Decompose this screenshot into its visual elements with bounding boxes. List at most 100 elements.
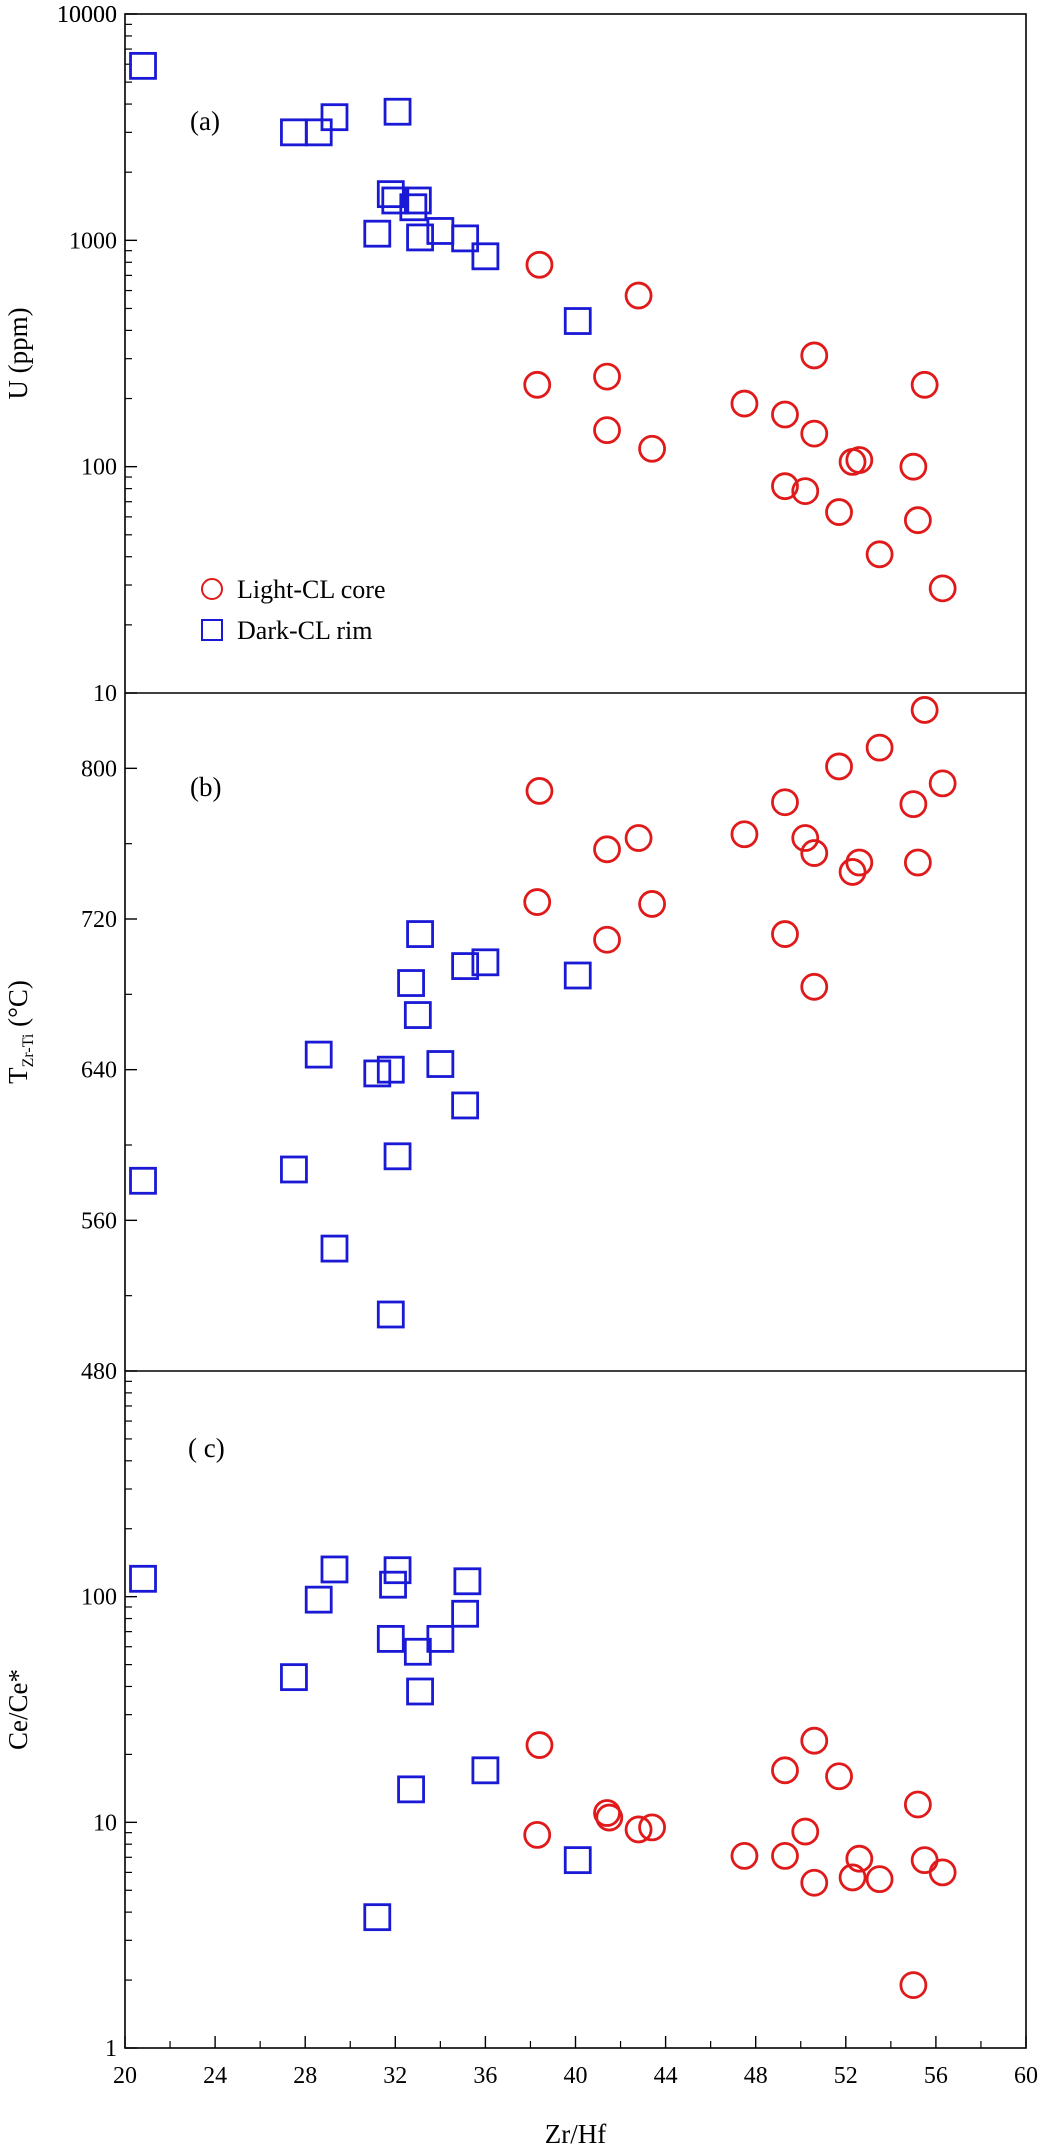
- x-tick-label: 60: [1014, 2063, 1038, 2089]
- rim-point: [426, 1050, 455, 1078]
- rim-point: [406, 920, 434, 948]
- core-point: [865, 1865, 894, 1894]
- rim-point: [129, 1564, 157, 1593]
- rim-point: [383, 1142, 412, 1171]
- y-axis-label: Ce/Ce*: [3, 1669, 33, 1750]
- x-tick-label: 28: [293, 2063, 317, 2089]
- rim-point: [280, 118, 308, 147]
- core-point: [771, 920, 799, 948]
- core-point: [525, 250, 554, 279]
- core-point: [525, 777, 554, 805]
- x-tick-label: 40: [564, 2063, 588, 2089]
- rim-point: [403, 1001, 432, 1029]
- core-point: [638, 1813, 666, 1842]
- core-point: [800, 341, 829, 370]
- core-point: [903, 848, 932, 877]
- core-point: [593, 925, 621, 954]
- x-tick-label: 44: [654, 2063, 678, 2089]
- core-point: [838, 1863, 867, 1892]
- rim-point: [383, 1556, 412, 1585]
- x-tick-label: 52: [834, 2063, 858, 2089]
- core-point: [800, 419, 829, 448]
- core-point: [800, 1868, 829, 1897]
- core-point: [638, 890, 666, 918]
- y-tick-label: 10000: [57, 2, 117, 28]
- core-point: [845, 1844, 874, 1873]
- core-point: [791, 824, 820, 852]
- core-point: [928, 574, 957, 603]
- rim-point: [453, 1567, 482, 1596]
- y-tick-label: 10: [93, 1810, 117, 1836]
- core-point: [791, 477, 820, 505]
- core-point: [593, 362, 621, 391]
- rim-point: [399, 193, 428, 222]
- core-point: [771, 1841, 799, 1870]
- rim-point: [563, 307, 592, 335]
- core-point: [771, 472, 799, 501]
- rim-point: [129, 51, 157, 80]
- core-point: [825, 752, 853, 781]
- panel-label: ( c): [188, 1433, 225, 1463]
- legend-label: Dark-CL rim: [237, 616, 373, 645]
- core-point: [800, 972, 829, 1001]
- core-point: [865, 540, 894, 569]
- rim-point: [363, 1903, 392, 1932]
- rim-point: [451, 952, 480, 980]
- rim-point: [471, 1756, 500, 1785]
- rim-point: [363, 219, 392, 248]
- y-tick-label: 800: [81, 756, 117, 782]
- x-tick-label: 36: [473, 2063, 497, 2089]
- core-point: [730, 389, 759, 418]
- y-axis-label: TZr-Ti (°C): [3, 980, 37, 1084]
- x-tick-label: 32: [383, 2063, 407, 2089]
- core-point: [593, 416, 621, 445]
- rim-point: [451, 1091, 480, 1120]
- x-tick-label: 20: [113, 2063, 137, 2089]
- core-point: [800, 839, 829, 867]
- rim-point: [304, 1040, 333, 1069]
- y-tick-label: 100: [81, 1585, 117, 1611]
- plot-border: [124, 13, 1027, 2049]
- core-point: [845, 848, 874, 877]
- y-tick-label: 560: [81, 1208, 117, 1234]
- core-point: [638, 434, 666, 463]
- y-tick-label: 1000: [69, 228, 117, 254]
- y-tick-label: 640: [81, 1058, 117, 1084]
- axis-ticks: [124, 13, 1027, 2049]
- rim-point: [383, 97, 412, 126]
- rim-point: [304, 1585, 333, 1614]
- rim-point: [406, 223, 434, 252]
- y-tick-label: 10: [93, 681, 117, 707]
- y-tick-label: 1: [105, 2036, 117, 2062]
- core-point: [865, 733, 894, 762]
- rim-point: [451, 1599, 480, 1628]
- core-point: [595, 1803, 624, 1832]
- core-point: [624, 1815, 653, 1844]
- core-point: [771, 788, 799, 817]
- core-point: [523, 370, 552, 399]
- plot-frame: [124, 13, 1027, 2049]
- core-point: [910, 696, 939, 724]
- rim-point: [563, 961, 592, 990]
- core-point: [730, 820, 759, 849]
- core-point: [624, 824, 653, 852]
- core-point: [791, 1817, 820, 1846]
- rim-point: [563, 1846, 592, 1875]
- panel-label: (a): [190, 106, 220, 136]
- rim-point: [397, 1775, 425, 1804]
- rim-point: [320, 103, 349, 132]
- core-point: [593, 835, 621, 864]
- x-axis-label: Zr/Hf: [545, 2119, 606, 2146]
- y-tick-label: 10000: [57, 2, 117, 28]
- core-point: [899, 1971, 928, 1999]
- core-point: [825, 498, 853, 526]
- core-point: [899, 452, 928, 481]
- core-point: [771, 1756, 799, 1785]
- core-point: [771, 400, 799, 429]
- core-point: [928, 1858, 957, 1887]
- rim-point: [376, 1300, 405, 1329]
- legend-circle-marker: [201, 578, 223, 600]
- x-tick-label: 24: [203, 2063, 227, 2089]
- rim-point: [471, 948, 500, 977]
